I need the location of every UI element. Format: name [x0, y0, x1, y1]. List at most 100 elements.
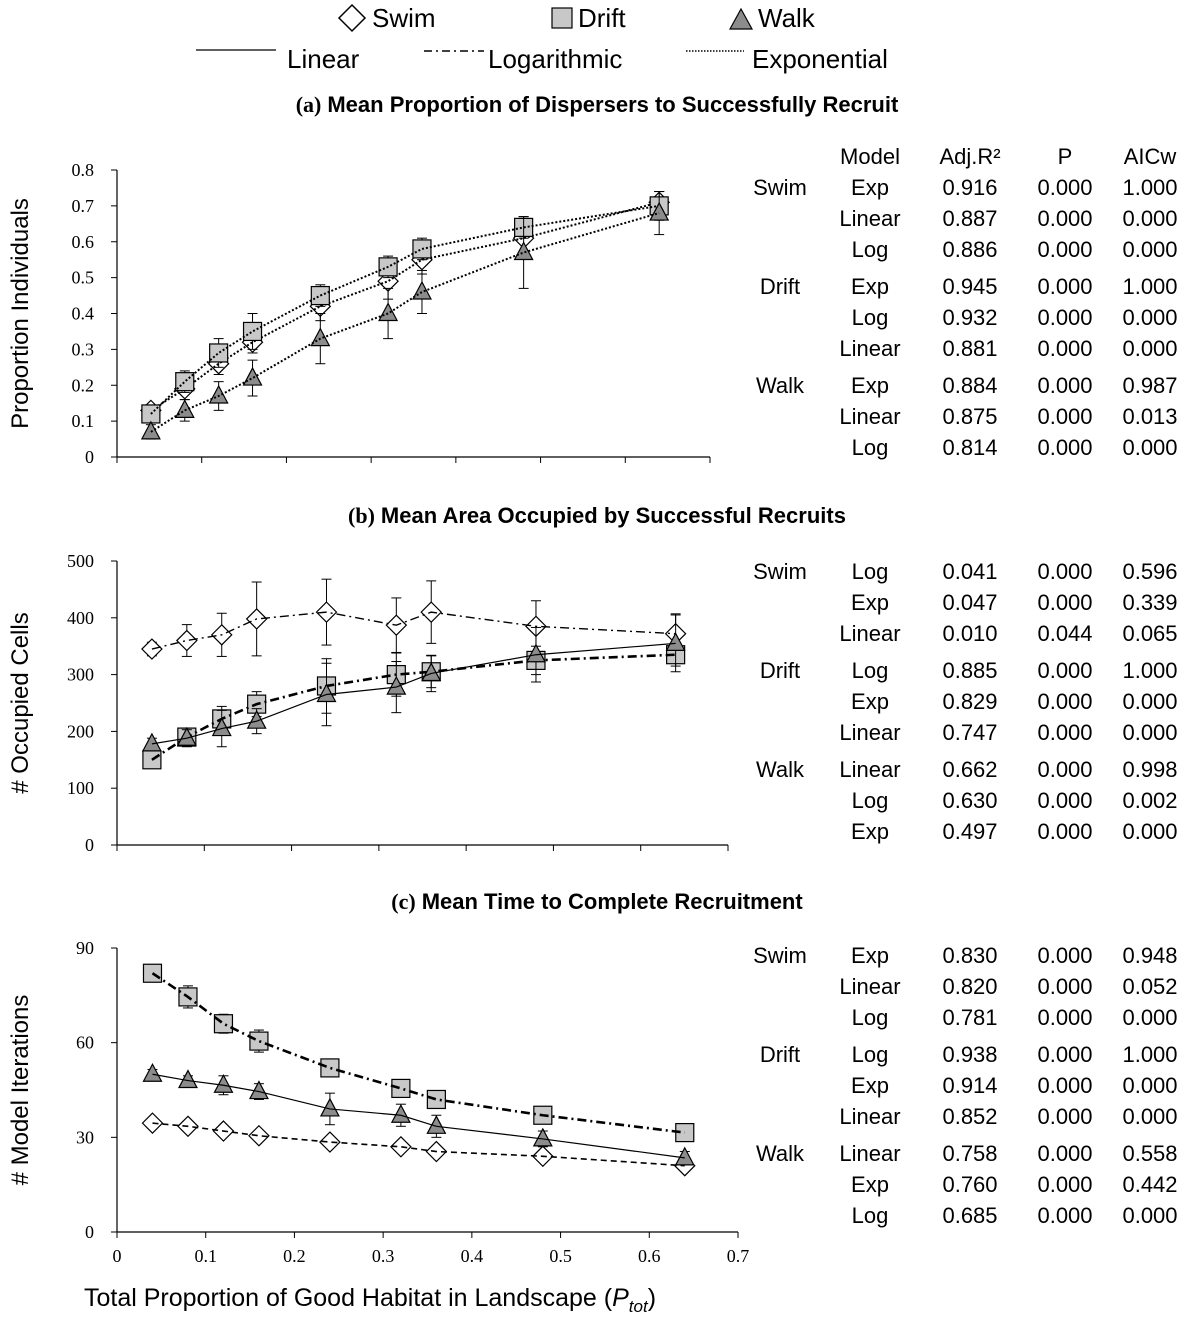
point-swim	[319, 1131, 341, 1153]
stats-cell: Log	[851, 305, 889, 330]
point-walk	[242, 366, 263, 386]
stats-cell: Log	[851, 435, 889, 460]
panel-b-letter: (b)	[348, 503, 375, 528]
y-tick-label: 0	[85, 447, 94, 467]
legend-square-marker	[551, 7, 573, 29]
stats-row: Log 0.630 0.000 0.002	[740, 785, 1190, 816]
stats-group-label	[740, 785, 820, 816]
stats-group-label	[740, 1200, 820, 1231]
stats-cell: 0.820	[942, 974, 998, 999]
stats-cell: 0.987	[1122, 373, 1178, 398]
stats-row: Linear 0.887 0.000 0.000	[740, 203, 1190, 234]
y-tick-label: 0.7	[72, 196, 95, 216]
stats-row: Swim Exp 0.830 0.000 0.948	[740, 940, 1190, 971]
x-axis-label-close: )	[647, 1284, 657, 1312]
stats-cell: 0.000	[1037, 305, 1093, 330]
stats-cell: 0.000	[1037, 658, 1093, 683]
point-walk	[674, 1146, 695, 1166]
stats-cell: 0.000	[1037, 1104, 1093, 1129]
stats-cell: 0.000	[1037, 757, 1093, 782]
point-drift	[426, 1089, 446, 1110]
stats-cell: 0.000	[1122, 1005, 1178, 1030]
stats-cell: Exp	[851, 274, 889, 299]
stats-cell: Exp	[851, 819, 889, 844]
series-drift	[142, 963, 695, 1143]
stats-row: Walk Linear 0.662 0.000 0.998	[740, 748, 1190, 785]
y-tick-label: 300	[67, 665, 94, 685]
point-walk	[421, 662, 442, 682]
trend-line-walk	[150, 212, 660, 433]
stats-cell: 0.000	[1037, 274, 1093, 299]
y-tick-label: 0.1	[72, 411, 95, 431]
point-drift	[249, 1031, 269, 1051]
legend-drift-label: Drift	[578, 3, 626, 33]
point-swim	[175, 629, 198, 652]
y-tick-label: 0.8	[72, 160, 95, 180]
stats-cell: 1.000	[1122, 175, 1178, 200]
legend-logarithmic-label: Logarithmic	[488, 44, 622, 74]
y-tick-label: 400	[67, 608, 94, 628]
y-tick-label: 0.2	[72, 375, 95, 395]
stats-cell: 0.000	[1037, 237, 1093, 262]
y-tick-label: 100	[67, 778, 94, 798]
stats-group-label: Drift	[759, 274, 801, 299]
x-tick-label: 0.3	[372, 1246, 395, 1266]
stats-cell: Linear	[839, 974, 901, 999]
stats-cell: 0.000	[1037, 1073, 1093, 1098]
stats-cell: 0.000	[1122, 1073, 1178, 1098]
x-axis-label-subscript: tot	[628, 1297, 648, 1316]
stats-cell: 0.000	[1037, 175, 1093, 200]
stats-cell: 0.558	[1122, 1141, 1178, 1166]
stats-cell: 0.760	[942, 1172, 998, 1197]
y-tick-label: 0	[85, 1222, 94, 1242]
stats-cell: 0.000	[1037, 974, 1093, 999]
stats-cell: 0.000	[1037, 943, 1093, 968]
stats-group-label: Swim	[753, 943, 807, 968]
stats-row: Drift Log 0.938 0.000 1.000	[740, 1033, 1190, 1070]
stats-cell: 0.000	[1037, 689, 1093, 714]
x-axis-label: Total Proportion of Good Habitat in Land…	[0, 1284, 740, 1317]
chart-b: 0 100 200 300 400 500 # Occupied Cells	[7, 551, 729, 855]
stats-cell: 0.000	[1037, 1005, 1093, 1030]
stats-cell: 0.830	[942, 943, 998, 968]
stats-group-label	[740, 587, 820, 618]
trend-line-walk	[152, 1073, 685, 1159]
stats-group-label: Drift	[759, 1042, 801, 1067]
stats-cell: 0.000	[1037, 720, 1093, 745]
stats-row: Log 0.932 0.000 0.000	[740, 302, 1190, 333]
stats-row: Exp 0.497 0.000 0.000	[740, 816, 1190, 847]
chart-a: 0 0.1 0.2 0.3 0.4 0.5 0.6 0.7 0.8 Proportion Indi…	[7, 160, 711, 467]
stats-cell: 0.000	[1037, 404, 1093, 429]
stats-group-label	[740, 686, 820, 717]
point-drift	[320, 1058, 340, 1078]
stats-group-label	[740, 1101, 820, 1132]
stats-row: Log 0.685 0.000 0.000	[740, 1200, 1190, 1231]
point-walk	[142, 1062, 163, 1082]
point-swim	[141, 1112, 164, 1134]
stats-row: Swim Log 0.041 0.000 0.596	[740, 556, 1190, 587]
stats-cell: 0.630	[942, 788, 998, 813]
stats-row: Exp 0.914 0.000 0.000	[740, 1070, 1190, 1101]
stats-cell: 0.000	[1122, 305, 1178, 330]
stats-cell: Linear	[839, 404, 901, 429]
stats-row: Linear 0.875 0.000 0.013	[740, 401, 1190, 432]
y-tick-label: 0.6	[72, 232, 95, 252]
stats-cell: 0.758	[942, 1141, 998, 1166]
trend-line-swim	[150, 201, 660, 412]
stats-group-label	[740, 717, 820, 748]
stats-cell: 1.000	[1122, 658, 1178, 683]
stats-group-label	[740, 1002, 820, 1033]
trend-line-drift	[151, 972, 685, 1134]
panel-c-title-text: Mean Time to Complete Recruitment	[421, 889, 803, 914]
stats-group-label: Walk	[755, 373, 805, 398]
stats-cell: 0.013	[1122, 404, 1178, 429]
series-walk	[142, 1062, 695, 1166]
y-tick-label: 60	[76, 1033, 94, 1053]
stats-cell: Log	[851, 1203, 889, 1228]
point-walk	[525, 643, 546, 663]
stats-cell: Log	[851, 559, 889, 584]
y-tick-label: 200	[67, 721, 94, 741]
stats-cell: 0.000	[1037, 373, 1093, 398]
trend-line-swim	[151, 611, 676, 650]
stats-row: Drift Exp 0.945 0.000 1.000	[740, 265, 1190, 302]
